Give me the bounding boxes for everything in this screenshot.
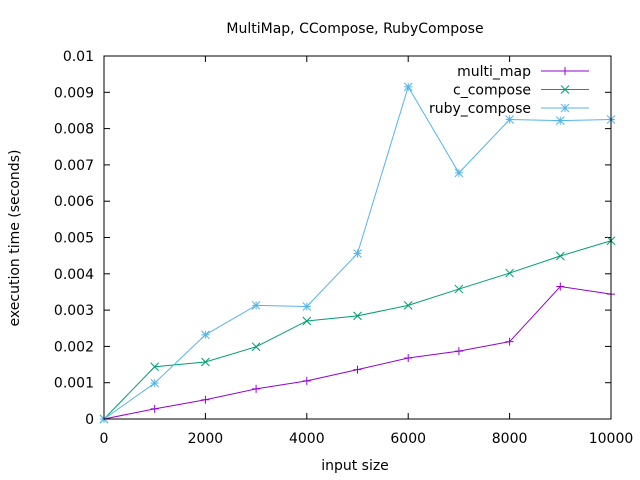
x-tick: 8000 [492, 56, 528, 447]
data-point-cross [555, 251, 565, 261]
y-tick: 0.01 [63, 49, 611, 65]
series-multi-map [100, 282, 615, 423]
data-point-star [454, 168, 464, 178]
data-point-cross [454, 284, 464, 294]
x-tick-label: 8000 [492, 431, 528, 447]
y-tick-label: 0.009 [54, 85, 94, 101]
y-tick: 0.007 [54, 158, 611, 174]
series-layer [99, 82, 616, 424]
data-point-plus [404, 354, 413, 363]
y-tick: 0 [85, 412, 611, 428]
data-point-star [150, 378, 160, 388]
data-point-plus [201, 395, 210, 404]
data-point-cross [150, 362, 160, 372]
data-point-star [251, 301, 261, 310]
data-point-plus [252, 384, 261, 393]
y-tick: 0.003 [54, 303, 611, 319]
y-tick: 0.004 [54, 267, 611, 283]
data-point-star [302, 302, 312, 311]
legend-label: c_compose [453, 83, 531, 99]
legend-entry: ruby_compose [429, 101, 589, 117]
x-tick-label: 6000 [390, 431, 426, 447]
y-tick: 0.002 [54, 339, 611, 355]
data-point-star [555, 116, 565, 125]
x-tick-label: 10000 [589, 431, 634, 447]
legend-label: ruby_compose [429, 101, 531, 117]
data-point-cross [251, 342, 261, 352]
y-tick: 0.008 [54, 122, 611, 138]
x-axis-label: input size [321, 458, 389, 474]
data-point-star [560, 103, 570, 113]
x-tick: 6000 [390, 56, 426, 447]
data-point-cross [353, 311, 362, 321]
data-point-plus [302, 376, 311, 385]
x-tick-label: 4000 [289, 431, 325, 447]
x-tick-label: 0 [100, 431, 109, 447]
series-line [103, 285, 612, 420]
legend-entry: c_compose [453, 83, 589, 99]
y-tick-label: 0.002 [54, 339, 94, 355]
y-axis-label: execution time (seconds) [7, 150, 23, 327]
series-c-compose [99, 236, 616, 424]
y-tick-label: 0.008 [54, 122, 94, 138]
series-line [103, 240, 612, 420]
axis-ticks: 0 0.001 0.002 0.003 0.004 0.005 0.006 0.007 0.00… [54, 49, 633, 447]
data-point-cross [403, 301, 413, 310]
data-point-cross [201, 357, 210, 367]
y-tick: 0.006 [54, 194, 611, 210]
x-tick: 4000 [289, 56, 325, 447]
data-point-star [403, 82, 413, 92]
data-point-plus [454, 347, 463, 356]
data-point-plus [561, 67, 569, 75]
y-tick-label: 0.01 [63, 49, 94, 65]
x-tick-label: 2000 [188, 431, 224, 447]
y-tick: 0.001 [54, 376, 611, 392]
data-point-star [353, 249, 362, 258]
y-tick-label: 0.003 [54, 303, 94, 319]
y-tick-label: 0.007 [54, 158, 94, 174]
data-point-plus [150, 404, 159, 413]
y-tick: 0.009 [54, 85, 611, 101]
data-point-plus [353, 365, 362, 374]
data-point-star [505, 115, 514, 124]
x-tick: 2000 [188, 56, 224, 447]
data-point-cross [302, 316, 312, 326]
y-tick-label: 0.004 [54, 267, 94, 283]
data-point-cross [560, 85, 570, 94]
data-point-plus [556, 282, 565, 291]
series-ruby-compose [99, 82, 616, 424]
y-tick-label: 0.005 [54, 231, 94, 247]
plot-frame [103, 55, 612, 420]
data-point-plus [505, 337, 514, 346]
legend-label: multi_map [457, 64, 531, 80]
y-tick-label: 0.001 [54, 376, 94, 392]
chart-title: MultiMap, CCompose, RubyCompose [226, 21, 483, 37]
legend: multi_map c_compose ruby_compose [429, 64, 589, 117]
data-point-cross [505, 268, 514, 278]
y-tick-label: 0 [85, 412, 94, 428]
y-tick-label: 0.006 [54, 194, 94, 210]
legend-entry: multi_map [457, 64, 589, 80]
y-tick: 0.005 [54, 231, 611, 247]
data-point-star [201, 330, 210, 340]
